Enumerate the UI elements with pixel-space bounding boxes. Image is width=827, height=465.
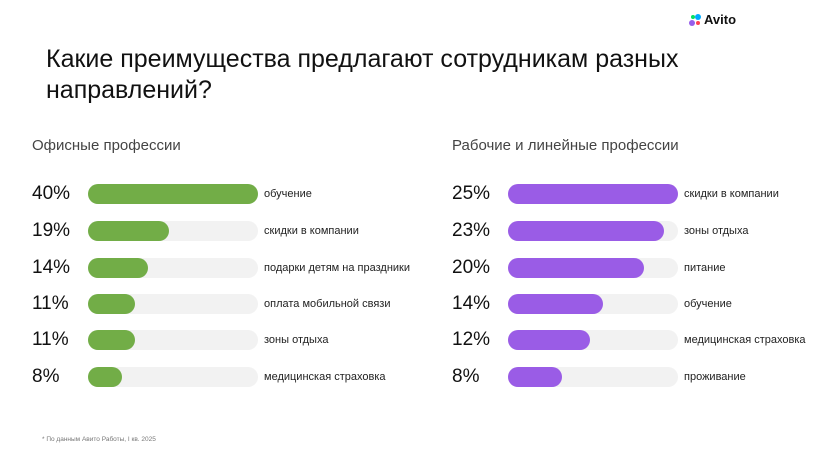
logo-dots-icon — [689, 13, 701, 26]
bar-fill — [508, 367, 563, 387]
bar-fill — [88, 221, 169, 241]
bar-track — [508, 221, 678, 241]
percent-value: 11% — [32, 329, 69, 350]
bar-fill — [508, 294, 604, 314]
percent-value: 8% — [32, 366, 60, 387]
percent-value: 20% — [452, 257, 491, 278]
percent-value: 11% — [32, 293, 69, 314]
bar-label: скидки в компании — [684, 188, 779, 200]
office-bar-row: 19% скидки в компании — [32, 220, 359, 242]
office-heading: Офисные профессии — [32, 137, 181, 154]
percent-value: 23% — [452, 220, 491, 241]
bar-track — [88, 184, 258, 204]
bar-label: подарки детям на праздники — [264, 262, 410, 274]
footnote: * По данным Авито Работы, I кв. 2025 — [42, 436, 156, 443]
percent-value: 8% — [452, 366, 480, 387]
bar-label: зоны отдыха — [684, 225, 749, 237]
office-bar-row: 14% подарки детям на праздники — [32, 257, 410, 279]
bar-label: обучение — [264, 188, 312, 200]
workers-bar-row: 12% медицинская страховка — [452, 329, 806, 351]
bar-fill — [88, 184, 258, 204]
percent-value: 40% — [32, 183, 71, 204]
logo-text: Avito — [704, 12, 737, 27]
bar-track — [88, 294, 258, 314]
bar-track — [88, 221, 258, 241]
bar-fill — [88, 330, 135, 350]
bar-track — [508, 184, 678, 204]
workers-bar-row: 23% зоны отдыха — [452, 220, 748, 242]
bar-track — [508, 367, 678, 387]
avito-logo: Avito — [689, 12, 736, 27]
bar-track — [508, 330, 678, 350]
bar-fill — [88, 258, 148, 278]
workers-heading: Рабочие и линейные профессии — [452, 137, 679, 154]
percent-value: 14% — [32, 257, 71, 278]
percent-value: 25% — [452, 183, 491, 204]
bar-label: медицинская страховка — [684, 334, 806, 346]
bar-fill — [508, 330, 590, 350]
bar-fill — [88, 367, 122, 387]
percent-value: 12% — [452, 329, 491, 350]
bar-fill — [88, 294, 135, 314]
bar-label: проживание — [684, 371, 746, 383]
bar-label: обучение — [684, 298, 732, 310]
bar-track — [88, 367, 258, 387]
workers-bar-row: 25% скидки в компании — [452, 183, 779, 205]
bar-track — [508, 294, 678, 314]
percent-value: 14% — [452, 293, 491, 314]
office-bar-row: 11% зоны отдыха — [32, 329, 328, 351]
bar-track — [88, 258, 258, 278]
bar-fill — [508, 184, 678, 204]
workers-bar-row: 20% питание — [452, 257, 725, 279]
bar-label: зоны отдыха — [264, 334, 329, 346]
workers-bar-row: 8% проживание — [452, 366, 746, 388]
bar-track — [88, 330, 258, 350]
bar-track — [508, 258, 678, 278]
bar-label: питание — [684, 262, 726, 274]
office-bar-row: 8% медицинская страховка — [32, 366, 386, 388]
office-bar-row: 40% обучение — [32, 183, 312, 205]
bar-label: медицинская страховка — [264, 371, 386, 383]
bar-label: оплата мобильной связи — [264, 298, 391, 310]
workers-bar-row: 14% обучение — [452, 293, 732, 315]
page-title: Какие преимущества предлагают сотрудника… — [46, 45, 679, 104]
office-bar-row: 11% оплата мобильной связи — [32, 293, 391, 315]
percent-value: 19% — [32, 220, 71, 241]
bar-fill — [508, 221, 665, 241]
bar-fill — [508, 258, 644, 278]
bar-label: скидки в компании — [264, 225, 359, 237]
